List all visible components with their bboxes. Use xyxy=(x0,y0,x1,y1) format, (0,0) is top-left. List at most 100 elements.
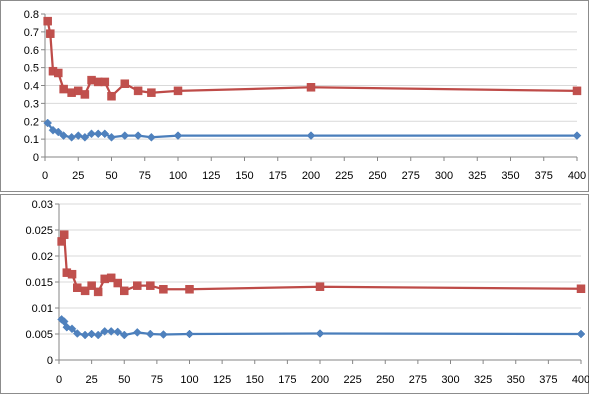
data-point-square xyxy=(173,86,183,96)
y-tick-label: 0.015 xyxy=(25,277,53,289)
data-point-diamond xyxy=(107,132,116,142)
data-point-square xyxy=(46,29,55,38)
data-point-diamond xyxy=(120,131,130,140)
data-point-square xyxy=(87,281,96,290)
x-tick-label: 300 xyxy=(435,170,453,182)
data-point-square xyxy=(306,83,316,92)
data-point-diamond xyxy=(159,330,168,339)
y-tick-label: 0.1 xyxy=(24,134,39,146)
data-point-square xyxy=(80,286,90,296)
data-point-diamond xyxy=(80,132,90,142)
x-tick-label: 100 xyxy=(169,170,187,182)
data-point-square xyxy=(185,285,194,294)
data-point-diamond xyxy=(113,327,123,337)
y-tick-label: 0 xyxy=(33,152,39,164)
x-tick-label: 275 xyxy=(409,374,427,386)
data-point-diamond xyxy=(132,328,142,337)
y-tick-label: 0.02 xyxy=(32,251,53,263)
x-tick-label: 175 xyxy=(269,170,287,182)
x-tick-label: 150 xyxy=(246,374,264,386)
data-point-square xyxy=(133,281,142,290)
x-tick-label: 150 xyxy=(235,170,253,182)
data-point-square xyxy=(120,79,130,88)
y-tick-label: 0.5 xyxy=(24,63,39,75)
data-point-square xyxy=(80,90,90,99)
x-tick-label: 325 xyxy=(474,374,492,386)
x-tick-label: 400 xyxy=(572,374,589,386)
data-point-square xyxy=(147,88,156,97)
data-point-square xyxy=(120,286,129,296)
data-point-diamond xyxy=(59,131,68,140)
data-point-diamond xyxy=(93,330,103,340)
data-point-diamond xyxy=(72,329,82,338)
data-point-diamond xyxy=(315,329,325,338)
data-point-diamond xyxy=(119,330,129,340)
x-tick-label: 400 xyxy=(568,170,586,182)
data-point-diamond xyxy=(173,131,183,140)
data-point-square xyxy=(54,68,63,78)
data-point-square xyxy=(315,282,325,291)
data-point-square xyxy=(107,91,116,101)
data-point-square xyxy=(576,284,586,294)
x-tick-label: 50 xyxy=(118,374,130,386)
data-point-square xyxy=(67,269,77,279)
data-point-diamond xyxy=(73,131,83,140)
data-point-diamond xyxy=(576,329,586,339)
data-point-diamond xyxy=(185,329,194,339)
data-point-diamond xyxy=(133,131,143,140)
data-point-diamond xyxy=(572,131,582,140)
x-tick-label: 125 xyxy=(213,374,231,386)
x-tick-label: 175 xyxy=(278,374,296,386)
data-point-diamond xyxy=(67,324,77,334)
x-tick-label: 125 xyxy=(202,170,220,182)
x-tick-label: 75 xyxy=(139,170,151,182)
y-tick-label: 0.7 xyxy=(24,27,39,39)
data-point-square xyxy=(59,230,69,239)
data-point-square xyxy=(146,281,155,290)
y-tick-label: 0.03 xyxy=(32,199,53,211)
chart-2: 0 0.005 0.01 0.015 0.02 0.025 0.03 0 25 50 75 100 12… xyxy=(25,199,589,386)
x-tick-label: 250 xyxy=(376,374,394,386)
y-tick-label: 0.01 xyxy=(32,303,53,315)
x-tick-label: 0 xyxy=(56,374,62,386)
data-point-diamond xyxy=(147,132,156,142)
y-tick-label: 0.8 xyxy=(24,9,39,21)
chart-1: 0 0.1 0.2 0.3 0.4 0.5 0.6 0.7 0.8 0 25 50 75 100 125 15… xyxy=(24,9,586,182)
x-tick-label: 300 xyxy=(441,374,459,386)
data-point-square xyxy=(113,278,122,288)
data-point-diamond xyxy=(106,327,116,336)
data-point-square xyxy=(43,16,52,26)
y-tick-label: 0.4 xyxy=(24,81,39,93)
x-tick-label: 250 xyxy=(368,170,386,182)
data-point-diamond xyxy=(87,129,96,139)
data-point-diamond xyxy=(306,131,316,140)
data-point-diamond xyxy=(67,132,76,142)
x-tick-label: 350 xyxy=(501,170,519,182)
x-tick-label: 350 xyxy=(507,374,525,386)
data-point-square xyxy=(106,273,116,283)
data-point-diamond xyxy=(87,329,96,339)
x-tick-label: 25 xyxy=(86,374,98,386)
y-tick-label: 0.025 xyxy=(25,225,53,237)
data-point-diamond xyxy=(53,127,63,137)
y-tick-label: 0.6 xyxy=(24,45,39,57)
x-tick-label: 75 xyxy=(151,374,163,386)
y-tick-label: 0.005 xyxy=(25,329,53,341)
data-point-diamond xyxy=(100,327,110,336)
data-point-square xyxy=(73,283,82,292)
data-point-diamond xyxy=(43,118,53,128)
x-tick-label: 325 xyxy=(468,170,486,182)
x-tick-label: 100 xyxy=(180,374,198,386)
data-point-square xyxy=(59,84,68,94)
y-tick-label: 0.3 xyxy=(24,98,39,110)
x-tick-label: 0 xyxy=(42,170,48,182)
data-point-diamond xyxy=(100,129,110,139)
x-tick-label: 200 xyxy=(302,170,320,182)
y-tick-label: 0 xyxy=(47,355,53,367)
data-point-square xyxy=(572,86,582,96)
data-point-diamond xyxy=(93,129,103,139)
data-point-square xyxy=(133,86,143,96)
x-tick-label: 275 xyxy=(402,170,420,182)
x-tick-label: 375 xyxy=(535,170,553,182)
